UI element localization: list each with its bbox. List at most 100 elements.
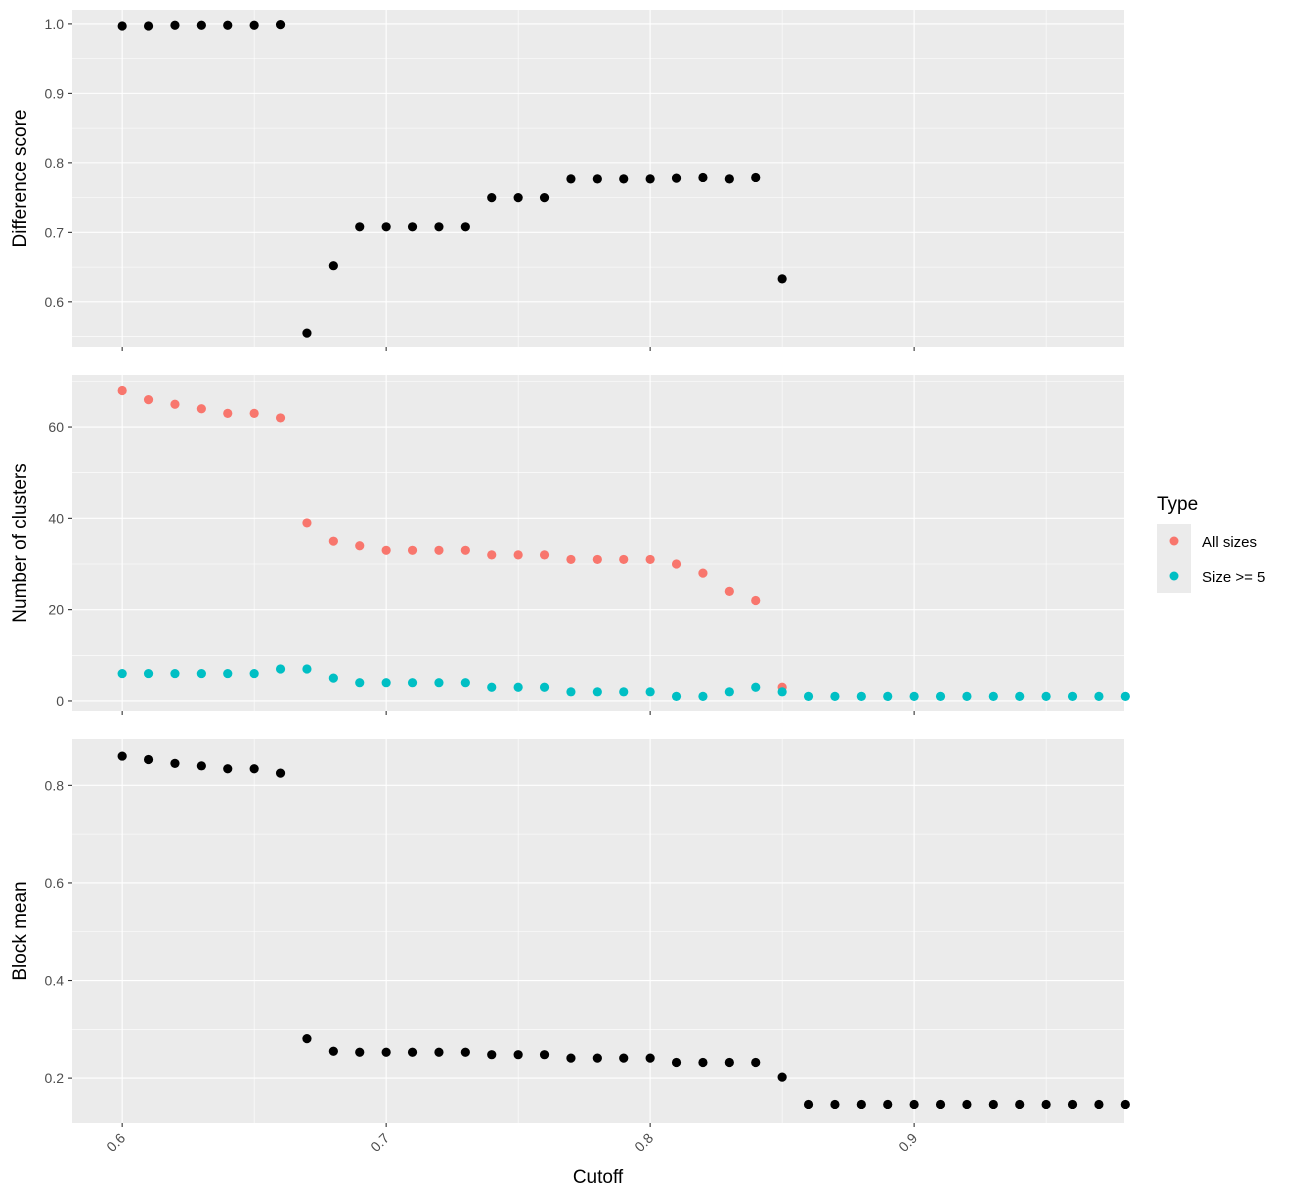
data-point: [302, 1033, 312, 1044]
data-point: [249, 20, 259, 30]
x-tick-label: 0.6: [103, 1130, 128, 1155]
data-point: [539, 682, 550, 692]
data-point: [355, 1047, 365, 1057]
data-point: [830, 1099, 840, 1110]
legend-key-all-sizes: [1169, 536, 1179, 546]
data-point: [143, 395, 154, 405]
series-all-sizes: [117, 385, 787, 692]
y-tick-label: 0.8: [45, 777, 65, 793]
data-point: [698, 172, 708, 183]
data-point: [143, 754, 154, 765]
data-point: [487, 682, 497, 692]
data-point: [935, 1099, 946, 1110]
data-point: [460, 222, 470, 232]
y-tick-label: 0.7: [45, 224, 65, 240]
data-point: [513, 1050, 523, 1060]
data-point: [645, 554, 655, 565]
data-point: [117, 385, 127, 396]
data-point: [671, 559, 682, 569]
data-point: [275, 19, 286, 30]
data-point: [275, 664, 286, 674]
data-point: [751, 172, 761, 183]
data-point: [117, 21, 127, 31]
series-size-5: [117, 664, 1130, 701]
data-point: [487, 550, 497, 560]
data-point: [487, 193, 497, 203]
data-point: [196, 761, 206, 771]
data-point: [1015, 1099, 1025, 1110]
data-point: [645, 174, 655, 184]
data-point: [434, 545, 444, 555]
y-tick-label: 20: [48, 602, 64, 618]
data-point: [592, 174, 602, 184]
data-point: [830, 691, 840, 701]
data-point: [328, 536, 338, 546]
data-point: [223, 20, 233, 30]
y-tick-label: 0.9: [45, 85, 65, 101]
data-point: [407, 222, 418, 232]
data-point: [249, 668, 259, 679]
data-point: [751, 682, 761, 692]
x-tick-label: 0.9: [895, 1130, 920, 1155]
x-axis: 0.6 0.7 0.8 0.9: [103, 1130, 920, 1155]
data-point: [724, 174, 734, 184]
data-point: [724, 1057, 734, 1068]
data-point: [803, 1099, 814, 1110]
data-point: [566, 174, 576, 184]
legend-key-size-ge-5: [1169, 571, 1179, 581]
data-point: [381, 678, 391, 688]
data-point: [513, 550, 523, 560]
data-point: [1041, 1099, 1051, 1110]
data-point: [962, 1099, 972, 1110]
data-point: [671, 1057, 682, 1068]
legend-key-bg: [1157, 524, 1191, 593]
data-point: [407, 1047, 418, 1057]
y-tick-label: 0: [56, 693, 64, 709]
data-point: [381, 222, 391, 232]
data-point: [777, 274, 787, 284]
data-point: [407, 545, 418, 555]
data-point: [1015, 691, 1025, 701]
y-tick-label: 1.0: [45, 16, 65, 32]
data-point: [223, 764, 233, 774]
data-point: [751, 595, 761, 606]
y-tick-label: 0.4: [45, 973, 65, 989]
legend-label-all-sizes: All sizes: [1202, 534, 1257, 551]
data-point: [302, 518, 312, 528]
data-point: [275, 413, 286, 423]
data-point: [434, 678, 444, 688]
legend-label-size-ge-5: Size >= 5: [1202, 569, 1265, 586]
data-point: [645, 687, 655, 697]
data-point: [1120, 1099, 1130, 1110]
data-point: [513, 193, 523, 203]
y-tick-label: 60: [48, 419, 64, 435]
data-point: [645, 1053, 655, 1063]
data-point: [196, 404, 206, 414]
data-point: [196, 668, 206, 679]
data-point: [355, 678, 365, 688]
data-point: [619, 554, 629, 565]
data-point: [935, 691, 946, 701]
legend: Type All sizes Size >= 5: [1157, 494, 1265, 593]
data-point: [328, 261, 338, 271]
data-point: [803, 691, 814, 701]
x-tick-label: 0.7: [367, 1130, 392, 1155]
data-point: [355, 222, 365, 232]
data-point: [909, 691, 919, 701]
data-point: [777, 687, 787, 697]
data-point: [249, 764, 259, 774]
data-point: [539, 193, 550, 203]
data-point: [724, 586, 734, 596]
data-point: [143, 668, 154, 679]
y-tick-label: 0.6: [45, 294, 65, 310]
data-point: [856, 691, 866, 701]
series-block-mean: [117, 751, 1130, 1110]
data-point: [539, 550, 550, 560]
data-point: [223, 408, 233, 418]
x-axis-title: Cutoff: [573, 1167, 624, 1188]
data-point: [117, 668, 127, 679]
y-axis-title-block-mean: Block mean: [10, 881, 31, 980]
data-point: [566, 687, 576, 697]
legend-title: Type: [1157, 494, 1198, 515]
